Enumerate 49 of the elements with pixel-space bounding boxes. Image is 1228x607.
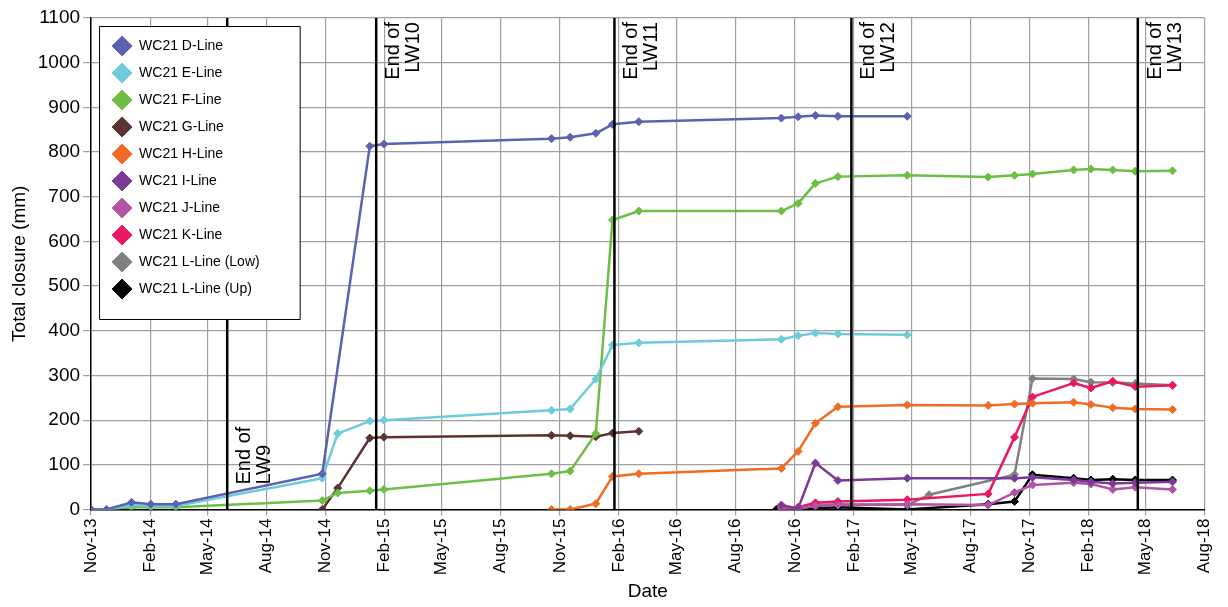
y-tick-label: 1000 <box>37 50 81 72</box>
y-axis-title: Total closure (mm) <box>7 185 29 342</box>
legend-label: WC21 L-Line (Low) <box>139 252 260 269</box>
x-tick-label: Aug-18 <box>1194 518 1214 574</box>
x-tick-label: Feb-16 <box>608 518 628 573</box>
legend-label: WC21 K-Line <box>139 225 223 242</box>
y-tick-label: 0 <box>69 497 81 519</box>
x-tick-label: May-14 <box>196 518 216 576</box>
legend-label: WC21 L-Line (Up) <box>139 279 252 296</box>
y-tick-label: 700 <box>48 184 81 206</box>
x-axis-title: Date <box>627 579 668 601</box>
legend-label: WC21 G-Line <box>139 117 225 134</box>
ref-line-label: End of LW12 <box>856 21 899 80</box>
x-tick-label: Nov-13 <box>80 518 100 574</box>
legend-label: WC21 J-Line <box>139 198 221 215</box>
x-tick-label: Nov-15 <box>549 518 569 574</box>
x-tick-label: Aug-15 <box>490 518 510 574</box>
x-tick-label: May-17 <box>900 518 920 576</box>
x-tick-label: Feb-15 <box>374 518 394 573</box>
y-tick-label: 100 <box>48 453 81 475</box>
legend-label: WC21 F-Line <box>139 90 222 107</box>
x-tick-label: May-15 <box>431 518 451 576</box>
x-tick-label: Feb-14 <box>139 518 159 573</box>
ref-line-label: End of LW10 <box>381 21 424 80</box>
x-tick-label: Aug-14 <box>256 518 276 574</box>
y-tick-label: 500 <box>48 274 81 296</box>
y-tick-label: 200 <box>48 408 81 430</box>
legend-label: WC21 I-Line <box>139 171 218 188</box>
x-tick-label: Feb-18 <box>1078 518 1098 573</box>
y-tick-label: 800 <box>48 140 81 162</box>
ref-line-label: End of LW11 <box>619 21 662 80</box>
x-tick-label: Feb-17 <box>843 518 863 573</box>
y-tick-label: 600 <box>48 229 81 251</box>
y-tick-label: 1100 <box>39 6 81 28</box>
ref-line-label: End of LW9 <box>232 426 275 485</box>
x-tick-label: Nov-16 <box>784 518 804 574</box>
x-tick-label: May-16 <box>666 518 686 576</box>
x-tick-label: Nov-17 <box>1018 518 1038 574</box>
x-tick-label: May-18 <box>1135 518 1155 576</box>
y-tick-label: 400 <box>48 319 81 341</box>
x-tick-label: Nov-14 <box>315 518 335 574</box>
ref-line-label: End of LW13 <box>1142 21 1185 80</box>
legend-label: WC21 H-Line <box>139 144 224 161</box>
x-tick-label: Aug-16 <box>725 518 745 574</box>
legend-label: WC21 E-Line <box>139 63 223 80</box>
y-tick-label: 900 <box>48 95 81 117</box>
y-tick-label: 300 <box>48 363 81 385</box>
legend-label: WC21 D-Line <box>139 36 224 53</box>
x-tick-label: Aug-17 <box>959 518 979 574</box>
